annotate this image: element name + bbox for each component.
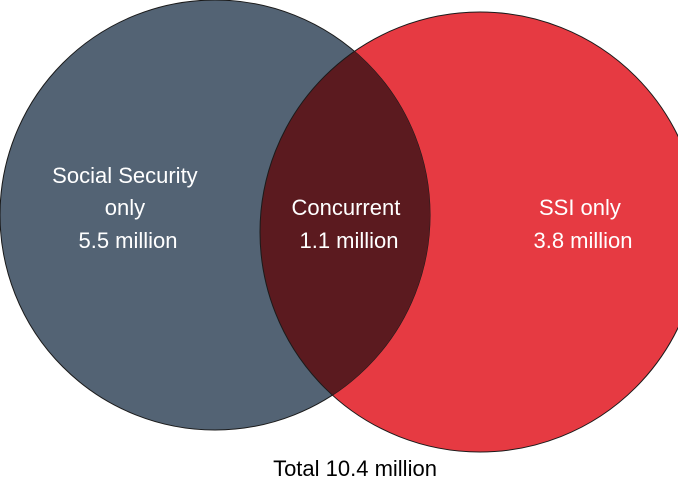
concurrent-label: Concurrent 1.1 million (292, 195, 407, 253)
ssi-label-line-1: SSI only (539, 195, 621, 220)
concurrent-overlap-region (259, 11, 430, 430)
total-label: Total 10.4 million (273, 456, 437, 481)
social-security-label-line-1: Social Security (52, 163, 198, 188)
social-security-label: Social Security only 5.5 million (52, 163, 204, 253)
ssi-label-line-2: 3.8 million (533, 228, 632, 253)
social-security-label-line-3: 5.5 million (78, 228, 177, 253)
social-security-label-line-2: only (105, 195, 145, 220)
concurrent-label-line-2: 1.1 million (299, 228, 398, 253)
concurrent-label-line-1: Concurrent (292, 195, 401, 220)
ssi-label: SSI only 3.8 million (533, 195, 632, 253)
